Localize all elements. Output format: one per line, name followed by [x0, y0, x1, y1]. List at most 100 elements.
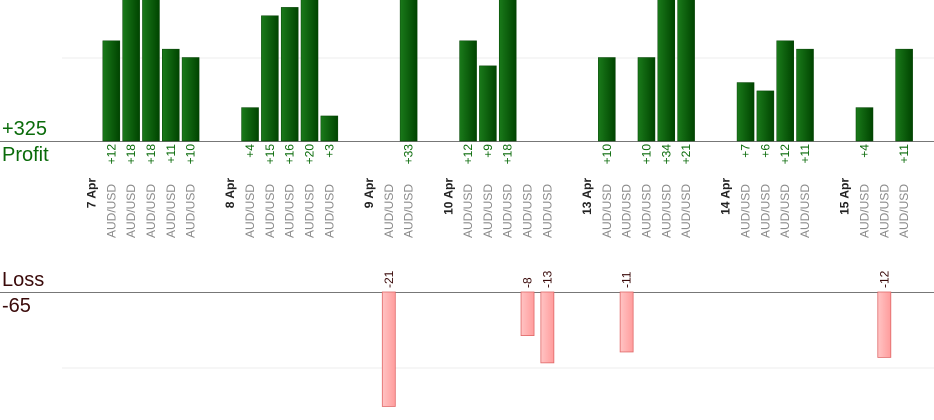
labels-layer: 7 Apr AUD/USD +12 AUD/USD +18 AUD/USD +18 AUD/U… [85, 144, 912, 288]
loss-value-label: -13 [540, 270, 554, 288]
profit-value-label: +12 [104, 144, 118, 165]
pair-label: AUD/USD [877, 184, 891, 238]
profit-bar [162, 48, 180, 142]
date-label: 13 Apr [580, 178, 594, 215]
profit-value-label: +21 [679, 144, 693, 165]
pair-label: AUD/USD [659, 184, 673, 238]
pair-label: AUD/USD [322, 184, 336, 238]
profit-value-label: +10 [600, 144, 614, 165]
profit-bar [459, 40, 477, 142]
loss-bar [540, 291, 555, 364]
pair-label: AUD/USD [521, 184, 535, 238]
profit-bar [637, 57, 656, 142]
pair-label: AUD/USD [243, 184, 257, 238]
pair-label: AUD/USD [144, 184, 158, 238]
profit-bar [498, 0, 517, 142]
profit-bar [677, 0, 695, 142]
profit-total: +325 [2, 118, 48, 140]
pair-label: AUD/USD [104, 184, 118, 238]
profit-bar [598, 57, 616, 142]
profit-value-label: +3 [322, 144, 336, 158]
loss-bar [381, 291, 396, 407]
loss-value-label: -21 [382, 270, 396, 288]
pair-label: AUD/USD [481, 184, 495, 238]
profit-bar [280, 7, 299, 142]
profit-value-label: +20 [303, 144, 317, 165]
pair-label: AUD/USD [758, 184, 772, 238]
profit-bar [181, 57, 200, 142]
bars-layer [102, 0, 913, 407]
profit-bar [122, 0, 140, 142]
profit-bar [320, 115, 339, 142]
profit-value-label: +9 [481, 144, 495, 158]
profit-value-label: +18 [124, 144, 138, 165]
profit-value-label: +10 [639, 144, 653, 165]
profit-value-label: +11 [798, 144, 812, 164]
profit-bar [102, 40, 121, 142]
profit-bar [300, 0, 319, 142]
profit-bar [657, 0, 676, 142]
pair-label: AUD/USD [303, 184, 317, 238]
pair-label: AUD/USD [540, 184, 554, 238]
pair-label: AUD/USD [461, 184, 475, 238]
profit-bar [776, 40, 794, 142]
date-label: 15 Apr [838, 178, 852, 215]
profit-value-label: +16 [283, 144, 297, 165]
profit-value-label: +6 [758, 144, 772, 158]
profit-bar [756, 90, 775, 142]
profit-bar [736, 82, 755, 142]
pair-label: AUD/USD [639, 184, 653, 238]
profit-value-label: +34 [659, 144, 673, 165]
pair-label: AUD/USD [600, 184, 614, 238]
profit-value-label: +11 [164, 144, 178, 164]
pair-label: AUD/USD [164, 184, 178, 238]
pair-label: AUD/USD [402, 184, 416, 238]
profit-value-label: +10 [184, 144, 198, 165]
pair-label: AUD/USD [897, 184, 911, 238]
pair-label: AUD/USD [778, 184, 792, 238]
profit-bar [855, 107, 874, 142]
pair-label: AUD/USD [679, 184, 693, 238]
profit-value-label: +4 [857, 144, 871, 158]
date-label: 8 Apr [223, 178, 237, 209]
pair-label: AUD/USD [857, 184, 871, 238]
profit-label: Profit [2, 144, 49, 166]
profit-bar [399, 0, 418, 142]
date-label: 14 Apr [719, 178, 733, 215]
profit-bar [479, 65, 497, 142]
loss-total: -65 [2, 295, 31, 317]
profit-value-label: +11 [897, 144, 911, 164]
profit-bar [895, 48, 913, 142]
profit-value-label: +15 [263, 144, 277, 165]
profit-value-label: +18 [501, 144, 515, 165]
profit-value-label: +4 [243, 144, 257, 158]
pair-label: AUD/USD [124, 184, 138, 238]
pair-label: AUD/USD [382, 184, 396, 238]
profit-value-label: +7 [739, 144, 753, 158]
profit-value-label: +18 [144, 144, 158, 165]
loss-value-label: -12 [877, 270, 891, 288]
date-label: 9 Apr [362, 178, 376, 209]
profit-bar [796, 48, 814, 142]
loss-bar [619, 291, 634, 353]
profit-bar [261, 15, 279, 142]
pair-label: AUD/USD [620, 184, 634, 238]
profit-value-label: +12 [778, 144, 792, 165]
pair-label: AUD/USD [501, 184, 515, 238]
profit-bar [142, 0, 160, 142]
pair-label: AUD/USD [798, 184, 812, 238]
loss-value-label: -11 [620, 271, 634, 288]
profit-value-label: +12 [461, 144, 475, 165]
pair-label: AUD/USD [263, 184, 277, 238]
loss-value-label: -8 [521, 277, 535, 288]
profit-value-label: +33 [402, 144, 416, 165]
profit-bar [241, 107, 259, 142]
date-label: 10 Apr [441, 178, 455, 215]
loss-bar [520, 291, 535, 336]
loss-label: Loss [2, 269, 45, 291]
pair-label: AUD/USD [739, 184, 753, 238]
pair-label: AUD/USD [283, 184, 297, 238]
pair-label: AUD/USD [184, 184, 198, 238]
loss-bar [877, 291, 892, 358]
